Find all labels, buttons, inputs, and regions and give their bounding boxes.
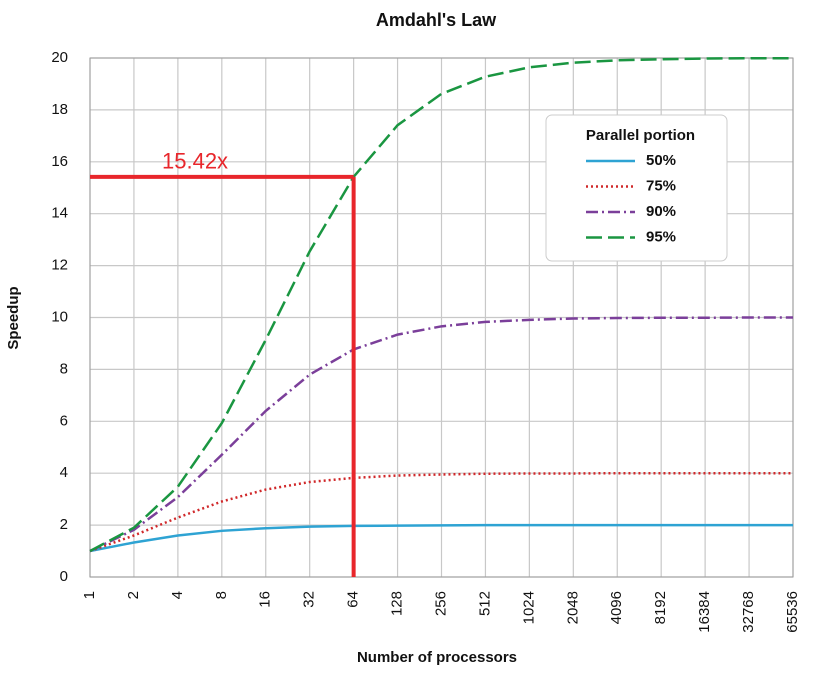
legend-label: 90% [646, 203, 676, 220]
y-tick-label: 8 [60, 360, 68, 377]
legend-title: Parallel portion [586, 127, 695, 144]
y-tick-label: 0 [60, 568, 68, 585]
y-tick-label: 2 [60, 516, 68, 533]
series-line [89, 471, 793, 553]
x-tick-label: 64 [345, 591, 362, 608]
legend-label: 95% [646, 228, 676, 245]
legend-label: 50% [646, 152, 676, 169]
x-tick-label: 4096 [608, 591, 625, 624]
x-tick-label: 2 [125, 591, 142, 599]
y-tick-label: 20 [51, 49, 68, 66]
x-tick-label: 256 [432, 591, 449, 616]
x-tick-label: 32768 [740, 591, 757, 633]
x-tick-label: 8 [213, 591, 230, 599]
x-tick-label: 32 [301, 591, 318, 608]
x-tick-label: 2048 [564, 591, 581, 624]
chart-title: Amdahl's Law [376, 10, 497, 30]
y-tick-label: 14 [51, 205, 68, 222]
x-tick-label: 16384 [696, 591, 713, 633]
series-line [89, 523, 793, 553]
x-axis-label: Number of processors [357, 649, 517, 666]
y-tick-label: 18 [51, 101, 68, 118]
y-tick-label: 4 [60, 464, 68, 481]
x-tick-label: 16 [257, 591, 274, 608]
x-tick-label: 65536 [784, 591, 801, 633]
series-line [89, 57, 793, 553]
y-tick-label: 16 [51, 153, 68, 170]
x-tick-label: 128 [389, 591, 406, 616]
legend-box [545, 114, 728, 262]
x-tick-label: 1024 [520, 591, 537, 624]
series-line [89, 316, 793, 553]
annotation-text: 15.42x [162, 149, 228, 174]
y-tick-label: 6 [60, 412, 68, 429]
y-tick-label: 10 [51, 308, 68, 325]
y-tick-label: 12 [51, 257, 68, 274]
x-tick-label: 8192 [652, 591, 669, 624]
x-tick-label: 512 [476, 591, 493, 616]
y-axis-label: Speedup [5, 286, 22, 349]
x-tick-label: 4 [169, 591, 186, 599]
x-tick-label: 1 [81, 591, 98, 599]
legend-label: 75% [646, 177, 676, 194]
